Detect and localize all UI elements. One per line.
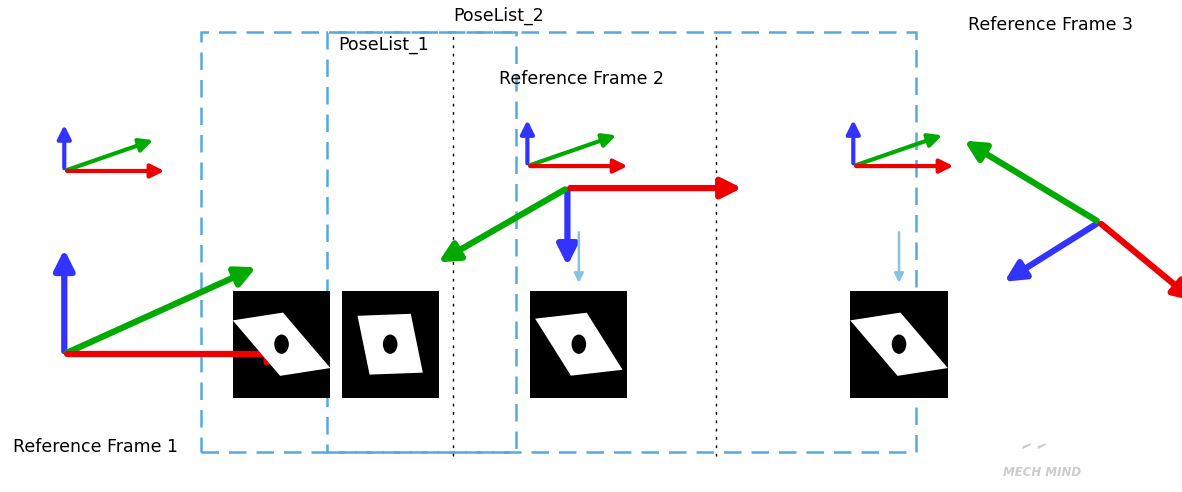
Polygon shape — [357, 314, 423, 374]
Polygon shape — [1022, 443, 1031, 449]
Text: Reference Frame 2: Reference Frame 2 — [499, 70, 664, 88]
Bar — [531, 291, 628, 398]
Text: PoseList_1: PoseList_1 — [339, 35, 429, 54]
Polygon shape — [233, 312, 330, 376]
Ellipse shape — [383, 335, 397, 354]
Polygon shape — [850, 312, 948, 376]
Text: Reference Frame 1: Reference Frame 1 — [13, 438, 177, 457]
Ellipse shape — [274, 335, 288, 354]
Ellipse shape — [572, 335, 586, 354]
Bar — [342, 291, 439, 398]
Text: MECH MIND: MECH MIND — [1002, 466, 1082, 479]
Text: Reference Frame 3: Reference Frame 3 — [968, 16, 1132, 34]
Polygon shape — [535, 313, 623, 376]
Ellipse shape — [891, 335, 907, 354]
Polygon shape — [1038, 443, 1046, 449]
Bar — [233, 291, 330, 398]
Text: PoseList_2: PoseList_2 — [453, 6, 544, 25]
Bar — [850, 291, 948, 398]
